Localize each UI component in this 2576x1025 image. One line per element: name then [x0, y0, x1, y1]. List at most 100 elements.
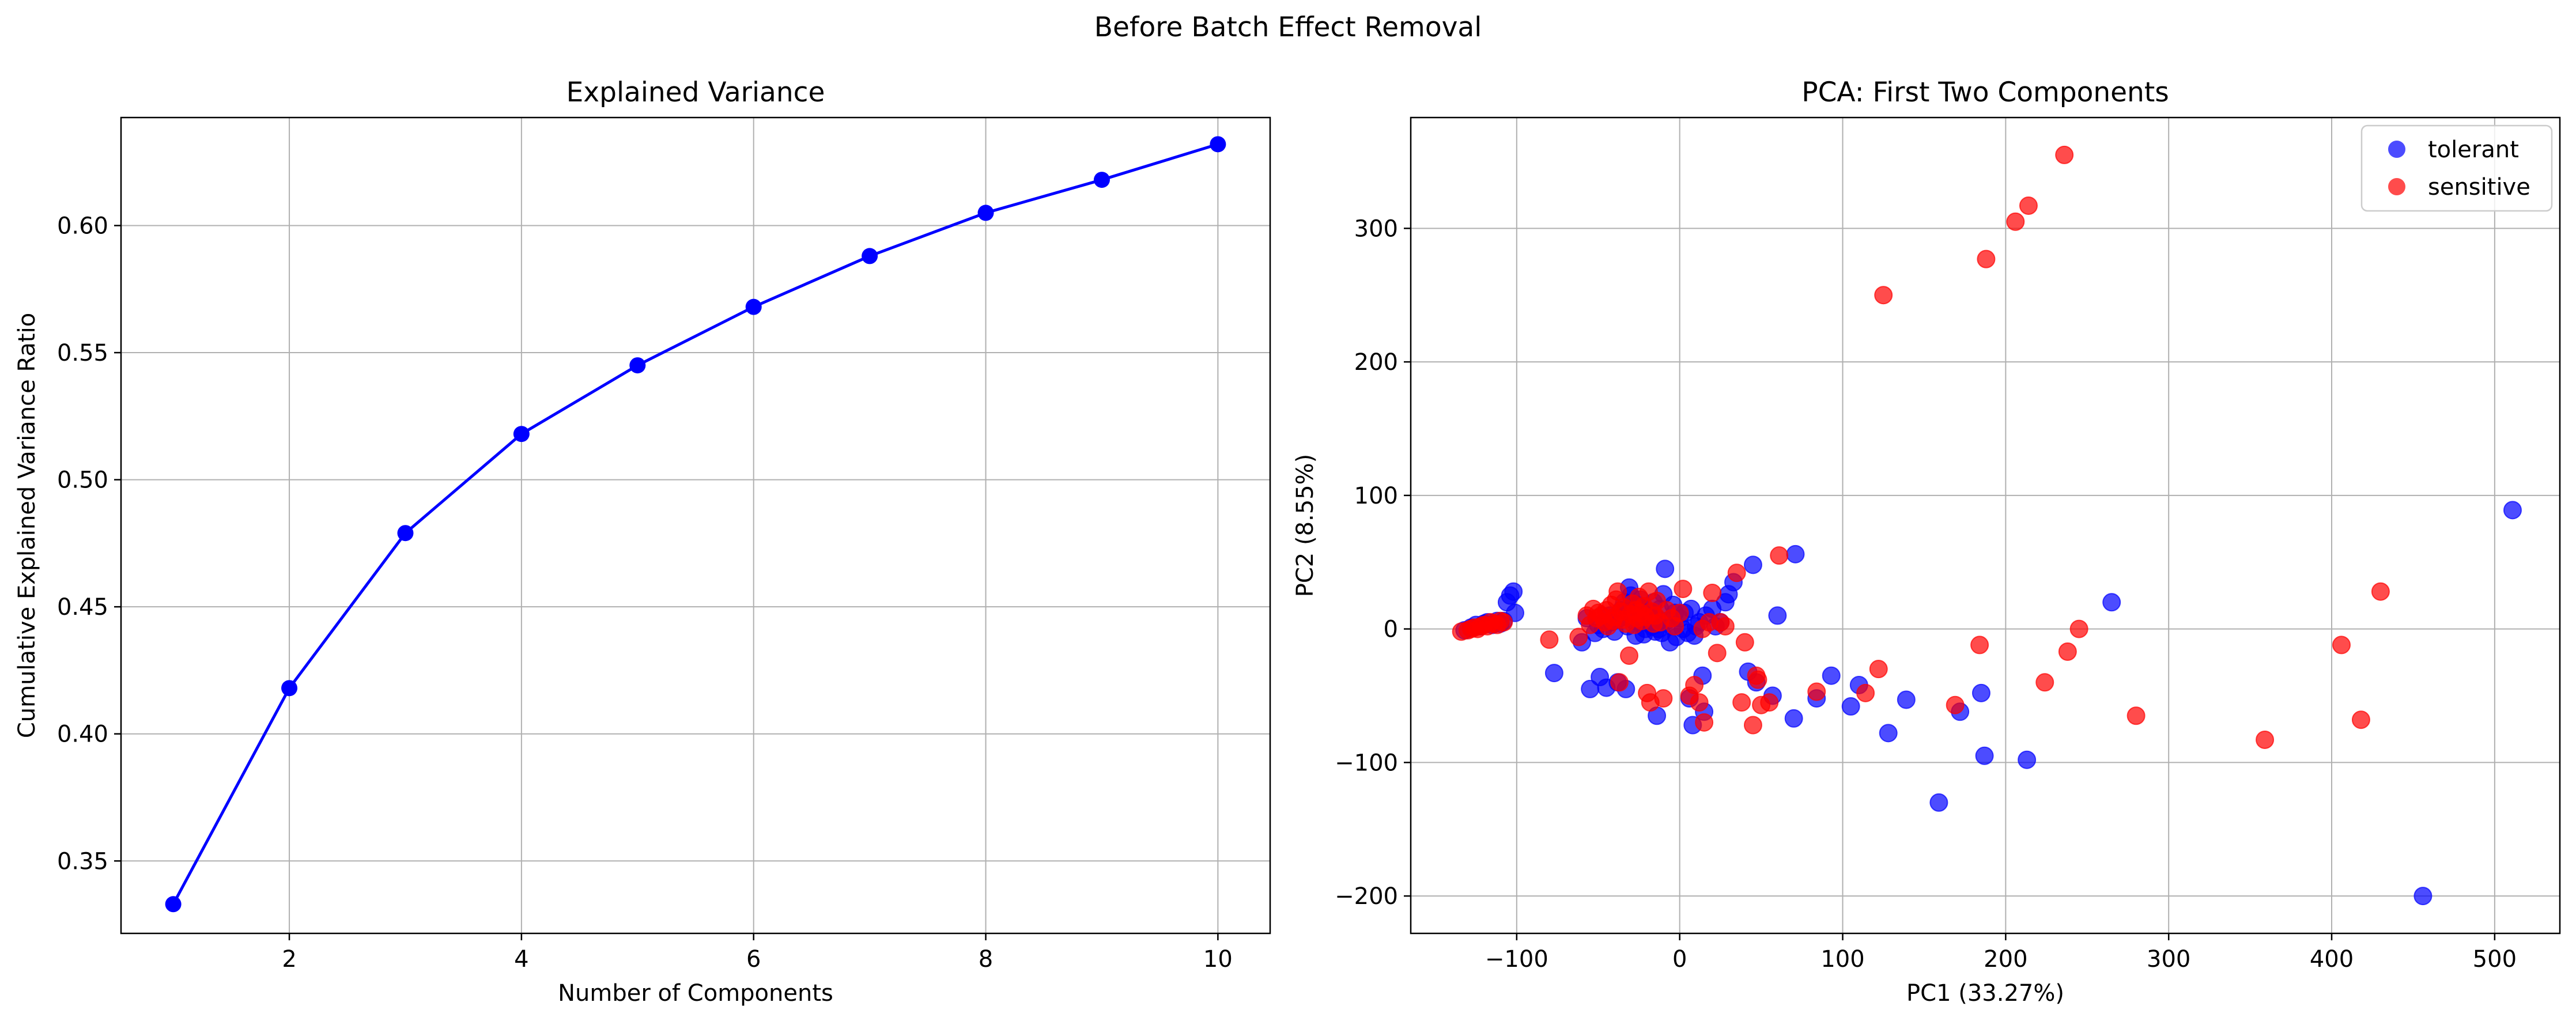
explained-variance-chart: Explained Variance 2 4 6 8 10 0.35 0.40 0.45 0.5…: [14, 77, 1271, 1007]
scatter-point-sensitive: [1654, 689, 1673, 708]
legend-marker-sensitive: [2388, 178, 2405, 195]
x-tick-label: 200: [1984, 946, 2027, 973]
scatter-point-sensitive: [1807, 682, 1826, 701]
legend-label-sensitive: sensitive: [2428, 174, 2530, 201]
explained-variance-line-layer: [165, 136, 1226, 913]
explained-variance-xlabel: Number of Components: [558, 980, 833, 1007]
scatter-point-tolerant: [1768, 606, 1787, 625]
scatter-point-sensitive: [2055, 145, 2074, 164]
scatter-point-sensitive: [1695, 713, 1714, 732]
x-tick-label: −100: [1485, 946, 1548, 973]
y-tick-label: 100: [1354, 483, 1398, 509]
scatter-point-sensitive: [1748, 670, 1767, 689]
x-tick-label: 500: [2473, 946, 2517, 973]
scatter-point-sensitive: [1735, 633, 1754, 652]
pca-legend: tolerant sensitive: [2360, 124, 2553, 212]
variance-point: [1210, 136, 1226, 153]
scatter-point-sensitive: [1685, 675, 1704, 694]
y-tick-label: −100: [1335, 750, 1398, 776]
x-tick-label: 6: [746, 946, 761, 973]
variance-point: [513, 426, 530, 442]
pca-points-layer: [1452, 145, 2522, 906]
scatter-point-sensitive: [1874, 286, 1893, 305]
scatter-point-sensitive: [2006, 212, 2025, 231]
variance-point: [745, 298, 762, 315]
variance-point: [977, 205, 994, 221]
scatter-point-tolerant: [1544, 664, 1563, 683]
scatter-point-sensitive: [1690, 693, 1709, 712]
scatter-point-tolerant: [1975, 746, 1994, 765]
y-tick-label: 0.55: [57, 340, 108, 366]
explained-variance-ticks: 2 4 6 8 10 0.35 0.40 0.45 0.50 0.55 0.60: [57, 213, 1233, 973]
y-tick-label: 0.60: [57, 213, 108, 239]
x-tick-label: 400: [2310, 946, 2354, 973]
pca-xlabel: PC1 (33.27%): [1906, 980, 2064, 1007]
scatter-point-sensitive: [1620, 646, 1638, 665]
scatter-point-sensitive: [2069, 619, 2088, 638]
scatter-point-sensitive: [1770, 546, 1789, 565]
variance-series-line: [172, 142, 1219, 905]
scatter-point-tolerant: [2503, 501, 2522, 520]
variance-point: [397, 525, 414, 542]
x-tick-label: 4: [514, 946, 528, 973]
scatter-point-tolerant: [1743, 555, 1762, 574]
scatter-point-tolerant: [1786, 544, 1805, 563]
scatter-point-sensitive: [1970, 636, 1989, 655]
variance-point: [165, 896, 182, 913]
scatter-point-sensitive: [2351, 710, 2370, 729]
scatter-point-sensitive: [2371, 582, 2390, 601]
x-tick-label: 0: [1672, 946, 1687, 973]
variance-point: [862, 248, 878, 264]
scatter-point-sensitive: [1569, 627, 1588, 646]
scatter-point-tolerant: [1929, 793, 1948, 812]
y-tick-label: 300: [1354, 215, 1398, 242]
y-tick-label: 0.45: [57, 594, 108, 621]
scatter-point-tolerant: [1784, 709, 1803, 728]
scatter-point-tolerant: [1504, 582, 1523, 601]
scatter-point-tolerant: [1841, 697, 1860, 716]
pca-title: PCA: First Two Components: [1801, 77, 2169, 108]
scatter-point-sensitive: [1743, 716, 1762, 735]
scatter-point-sensitive: [2035, 673, 2054, 692]
x-tick-label: 100: [1820, 946, 1864, 973]
scatter-point-sensitive: [1494, 613, 1513, 632]
scatter-point-sensitive: [1760, 693, 1779, 712]
scatter-point-sensitive: [1732, 693, 1751, 712]
scatter-point-tolerant: [2018, 750, 2037, 769]
legend-label-tolerant: tolerant: [2428, 137, 2519, 163]
scatter-point-sensitive: [2256, 730, 2275, 749]
scatter-point-tolerant: [1971, 683, 1990, 702]
scatter-point-sensitive: [1727, 563, 1746, 583]
scatter-point-sensitive: [1608, 582, 1627, 601]
scatter-point-sensitive: [1946, 695, 1965, 714]
scatter-point-tolerant: [2102, 593, 2121, 612]
y-tick-label: 0.40: [57, 721, 108, 748]
scatter-point-sensitive: [2126, 706, 2146, 725]
scatter-point-sensitive: [1856, 683, 1875, 702]
scatter-point-sensitive: [2058, 642, 2077, 661]
scatter-point-sensitive: [1703, 584, 1722, 603]
variance-point: [281, 680, 298, 697]
y-tick-label: 0.50: [57, 467, 108, 494]
figure-suptitle: Before Batch Effect Removal: [1094, 12, 1482, 43]
legend-marker-tolerant: [2388, 141, 2405, 158]
explained-variance-ylabel: Cumulative Explained Variance Ratio: [14, 313, 40, 738]
pca-scatter-chart: PCA: First Two Components −100 0 100 200 300…: [1292, 77, 2561, 1007]
pca-ticks: −100 0 100 200 300 400 500 −200 −100 0 100 200 300: [1335, 215, 2517, 973]
y-tick-label: −200: [1335, 883, 1398, 910]
scatter-point-tolerant: [1897, 690, 1916, 709]
pca-ylabel: PC2 (8.55%): [1292, 454, 1319, 597]
variance-point: [629, 357, 646, 374]
scatter-point-sensitive: [1610, 673, 1629, 692]
scatter-point-sensitive: [1977, 249, 1996, 268]
pca-axes-frame: [1410, 116, 2561, 935]
scatter-point-sensitive: [1674, 580, 1693, 599]
explained-variance-grid: [121, 118, 1270, 933]
x-tick-label: 10: [1203, 946, 1233, 973]
scatter-point-sensitive: [2332, 636, 2351, 655]
explained-variance-axes-frame: [120, 116, 1271, 935]
scatter-point-tolerant: [2413, 887, 2433, 906]
scatter-point-sensitive: [1708, 644, 1727, 663]
explained-variance-title: Explained Variance: [566, 77, 825, 108]
